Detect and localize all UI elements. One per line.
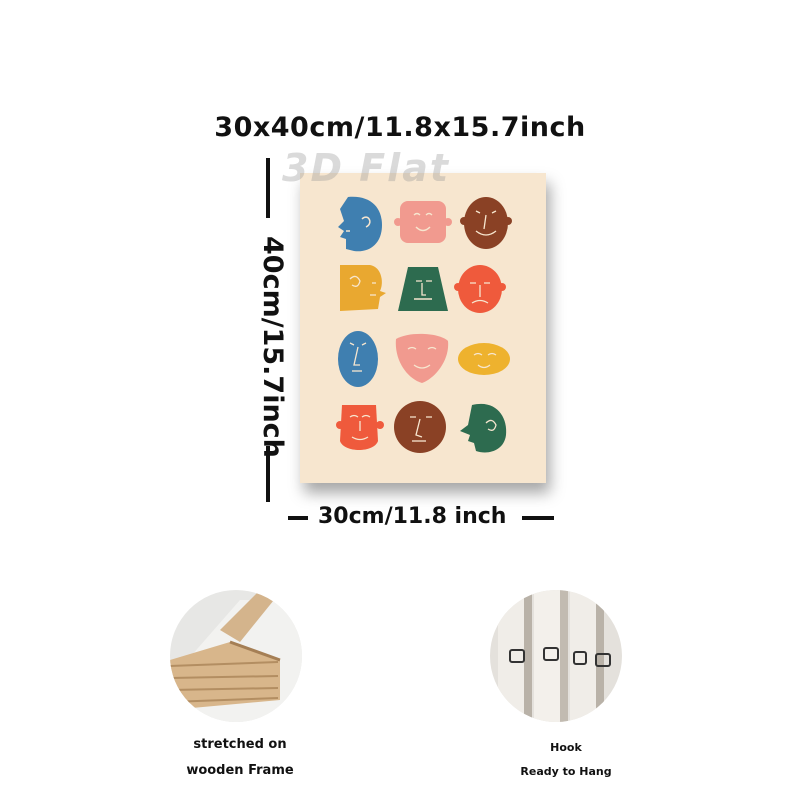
brown-circle-face — [394, 401, 446, 453]
yellow-oval-face — [458, 343, 510, 375]
pink-square-face — [394, 201, 452, 243]
frame-caption: stretched on wooden Frame — [180, 732, 300, 784]
width-label: 30cm/11.8 inch — [318, 504, 507, 529]
wooden-frame-photo — [170, 590, 302, 722]
red-round-face — [454, 265, 506, 313]
height-label-wrapper: 40cm/15.7inch — [252, 236, 292, 458]
hook-photo — [490, 590, 622, 722]
frame-caption-line2: wooden Frame — [186, 763, 294, 778]
green-profile-face — [460, 403, 507, 453]
green-trapezoid-face — [398, 267, 448, 311]
hook-caption-line1: Hook — [550, 741, 582, 754]
left-dimension-line-top — [266, 158, 270, 218]
faces-artwork — [336, 196, 512, 453]
hook-caption: Hook Ready to Hang — [506, 736, 626, 784]
bottom-dimension-line-right — [522, 516, 554, 520]
bottom-dimension-line-left — [288, 516, 308, 520]
frame-caption-line1: stretched on — [193, 737, 287, 752]
height-label: 40cm/15.7inch — [257, 236, 288, 458]
blue-profile-face — [338, 196, 382, 252]
yellow-profile-face — [340, 265, 386, 311]
red-cup-face — [336, 405, 384, 450]
brown-round-face — [460, 197, 512, 249]
width-height-label: 30x40cm/11.8x15.7inch — [214, 112, 586, 143]
pink-triangle-face — [395, 333, 449, 383]
left-dimension-line-bottom — [266, 446, 270, 502]
hook-caption-line2: Ready to Hang — [520, 765, 612, 778]
watermark-text: 3D Flat — [282, 146, 451, 190]
blue-oval-face — [338, 331, 378, 387]
canvas-print — [300, 173, 546, 483]
